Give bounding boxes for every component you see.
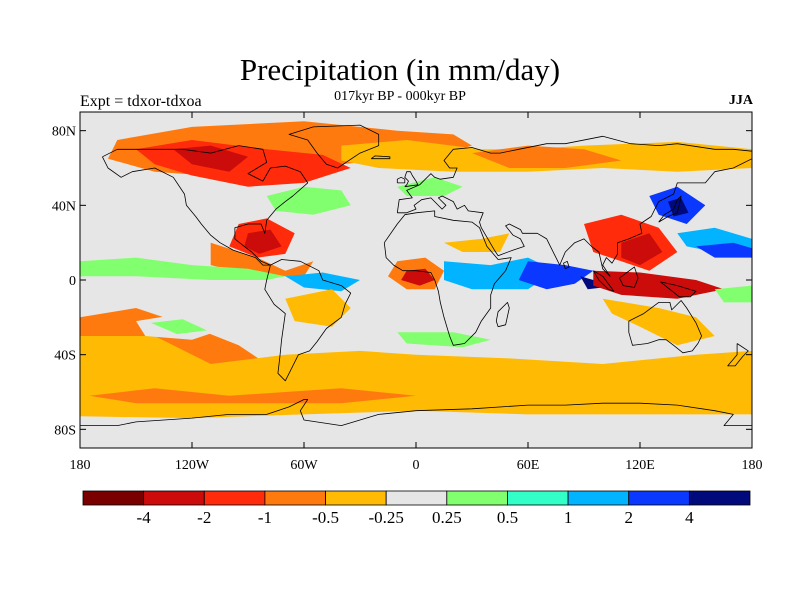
anomaly-region-26	[593, 270, 724, 299]
page-subtitle: 017kyr BP - 000kyr BP	[334, 89, 466, 104]
colorbar-label: 4	[685, 508, 694, 527]
anomaly-region-33	[397, 332, 491, 348]
lon-tick-label: 120E	[625, 458, 655, 473]
colorbar-label: 0.25	[432, 508, 462, 527]
coastline-ireland	[396, 176, 406, 184]
colorbar-label: 0.5	[497, 508, 518, 527]
anomaly-region-5	[150, 319, 207, 335]
colorbar-swatch-9	[628, 490, 690, 506]
lon-tick-label: 60W	[290, 458, 318, 473]
lon-tick-label: 180	[742, 458, 763, 473]
colorbar-label: -4	[137, 508, 152, 527]
colorbar-label: -2	[197, 508, 211, 527]
anomaly-region-10	[244, 229, 282, 254]
anomaly-region-13	[285, 272, 360, 292]
coastline-greenland	[288, 124, 380, 169]
lon-tick-label: 180	[70, 458, 91, 473]
coastline-iceland	[370, 155, 391, 160]
colorbar-label: -0.5	[312, 508, 339, 527]
colorbar-label: 2	[624, 508, 633, 527]
anomaly-region-25	[621, 233, 663, 266]
anomaly-region-34	[285, 289, 351, 327]
colorbar-swatch-7	[507, 490, 569, 506]
anomaly-region-22	[518, 261, 594, 290]
colorbar-label: -0.25	[368, 508, 403, 527]
coastline-south-america	[264, 259, 352, 382]
colorbar-swatch-4	[325, 490, 387, 506]
coastline-north-america	[102, 145, 309, 266]
colorbar-swatch-0	[82, 490, 145, 506]
coastline-sri-lanka	[563, 260, 570, 270]
colorbar-swatch-5	[385, 490, 448, 506]
anomaly-region-17	[397, 177, 463, 196]
coastline-british-isles	[404, 171, 419, 188]
experiment-label: Expt = tdxor-tdxoa	[80, 93, 202, 110]
anomaly-region-19	[401, 268, 435, 286]
anomaly-region-28	[668, 197, 689, 217]
lon-tick-label: 120W	[175, 458, 210, 473]
lon-tick-label: 0	[413, 458, 420, 473]
anomaly-region-12	[80, 257, 286, 280]
lat-tick-label: 80N	[52, 125, 76, 140]
coastline-borneo	[619, 266, 639, 288]
colorbar-label: -1	[258, 508, 272, 527]
lat-tick-label: 40N	[52, 199, 76, 214]
lat-tick-label: 80S	[54, 423, 76, 438]
coastline-new-zealand	[727, 343, 749, 367]
lat-tick-label: 40S	[54, 349, 76, 364]
anomaly-region-14	[266, 186, 351, 215]
colorbar-label: 1	[564, 508, 573, 527]
anomaly-region-8	[173, 145, 248, 172]
anomaly-region-30	[696, 242, 752, 258]
colorbar-swatch-1	[143, 490, 205, 506]
coastline-africa	[383, 210, 512, 346]
coastline-australia	[628, 300, 702, 354]
colorbar: -4 -2 -1 -0.5 -0.25 0.25 0.5 1 2 4	[82, 490, 751, 527]
coastline-japan	[658, 195, 682, 223]
colorbar-swatch-3	[264, 490, 326, 506]
coastline-madagascar	[495, 301, 510, 328]
anomaly-region-32	[714, 285, 752, 303]
anomaly-fill-layer	[80, 121, 752, 419]
coastline-sumatra	[592, 270, 615, 292]
colorbar-swatch-6	[446, 490, 508, 506]
coastline-new-guinea	[660, 281, 697, 298]
coastline-layer	[80, 124, 752, 427]
colorbar-swatch-8	[567, 490, 630, 506]
coastline-antarctica	[80, 399, 752, 427]
colorbar-swatch-10	[688, 490, 751, 506]
colorbar-swatch-2	[203, 490, 266, 506]
lon-tick-label: 60E	[517, 458, 540, 473]
anomaly-region-3	[89, 388, 417, 404]
axis-ticks: 80N 40N 0 40S 80S 180 120W 60W 0 60E 120E 180	[52, 112, 763, 473]
lat-tick-label: 0	[69, 274, 76, 289]
season-label: JJA	[728, 93, 753, 108]
page-title: Precipitation (in mm/day)	[239, 52, 561, 87]
anomaly-region-31	[602, 298, 715, 346]
coastline-eurasia	[396, 135, 752, 277]
